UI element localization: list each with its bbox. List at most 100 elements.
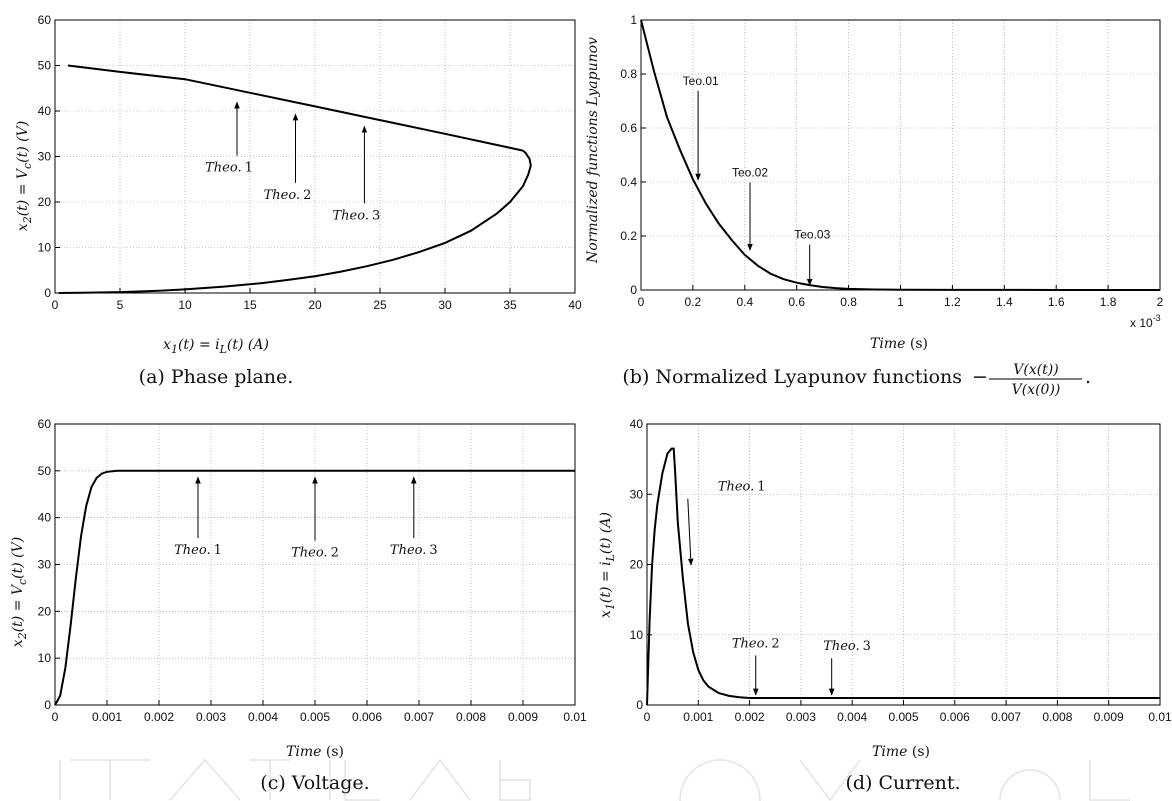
annotation-label: Teo.01 (683, 74, 719, 88)
x-tick-label: 0.008 (1042, 710, 1072, 724)
y-tick-label: 0 (636, 698, 643, 712)
x-tick-label: 0.006 (352, 710, 382, 724)
caption-denominator: V(x(0)) (1012, 382, 1061, 398)
y-tick-label: 0 (630, 283, 637, 297)
x-tick-label: 0.6 (788, 295, 805, 309)
y-tick-label: 50 (38, 59, 52, 73)
x-tick-label: 0.008 (456, 710, 486, 724)
annotation-label: Theo. 2 (264, 188, 312, 203)
series-line-0 (58, 149, 532, 294)
x-tick-label: 0.01 (563, 710, 587, 724)
annotation-label: Theo. 2 (291, 545, 339, 560)
y-tick-label: 30 (630, 487, 644, 501)
y-tick-label: 40 (38, 511, 52, 525)
x-tick-label: 0 (638, 295, 645, 309)
x-tick-label: 0 (644, 710, 651, 724)
y-tick-label: 10 (630, 628, 644, 642)
x-tick-label: 0.8 (840, 295, 857, 309)
y-tick-label: 60 (38, 13, 52, 27)
x-tick-label: 1 (897, 295, 904, 309)
x-tick-label: 0.003 (786, 710, 816, 724)
x-tick-label: 0.006 (940, 710, 970, 724)
y-tick-label: 10 (38, 651, 52, 665)
y-tick-label: 0.8 (620, 67, 637, 81)
x-tick-label: 0.009 (1094, 710, 1124, 724)
x-tick-label: 0.001 (683, 710, 713, 724)
x-tick-label: 0.004 (248, 710, 278, 724)
y-axis-label: Normalized functions Lyapunov (585, 37, 601, 264)
x-tick-label: 0.007 (991, 710, 1021, 724)
y-tick-label: 30 (38, 558, 52, 572)
y-tick-label: 10 (38, 241, 52, 255)
x-tick-label: 0.2 (685, 295, 702, 309)
annotation-1: Theo. 1 (687, 480, 766, 566)
x-tick-label: 10 (178, 298, 192, 312)
annotation-3: Theo. 3 (823, 639, 871, 696)
annotation-arrow (687, 498, 694, 566)
y-tick-label: 0.2 (620, 229, 637, 243)
voltage-panel: Theo. 1 Theo. 2 Theo. 3 0 0.001 0.002 0.003 0.004… (10, 417, 587, 794)
y-tick-label: 0.6 (620, 121, 637, 135)
annotation-label: Theo. 3 (333, 208, 381, 223)
annotation-label: Theo. 1 (174, 543, 222, 558)
x-tick-label: 0.01 (1148, 710, 1172, 724)
caption-sign: − (972, 366, 988, 388)
caption-end: . (1085, 366, 1091, 388)
x-tick-label: 15 (243, 298, 257, 312)
series-line-0 (54, 469, 575, 706)
x-axis-label: Time (s) (870, 336, 928, 352)
x-axis-label: Time (s) (286, 744, 344, 760)
annotation-2: Theo. 2 (264, 113, 312, 203)
y-tick-label: 30 (38, 150, 52, 164)
y-tick-label: 40 (630, 417, 644, 431)
y-axis-label: x2(t) = Vc(t) (V) (15, 121, 34, 231)
caption-numerator: V(x(t)) (1013, 362, 1058, 378)
x-tick-label: 0.009 (508, 710, 538, 724)
y-tick-label: 0.4 (620, 175, 637, 189)
caption: (a) Phase plane. (139, 366, 294, 388)
x-tick-label: 30 (438, 298, 452, 312)
exponent-label: x 10-3 (1130, 313, 1161, 330)
x-tick-label: 0.005 (888, 710, 918, 724)
y-tick-label: 40 (38, 104, 52, 118)
x-tick-label: 0 (52, 710, 59, 724)
x-tick-label: 0 (52, 298, 59, 312)
y-tick-label: 20 (38, 195, 52, 209)
x-tick-label: 1.6 (1048, 295, 1065, 309)
caption: (c) Voltage. (260, 772, 369, 794)
annotation-label: Theo. 1 (718, 480, 766, 495)
annotation-3: Theo. 3 (333, 125, 381, 223)
y-tick-label: 50 (38, 464, 52, 478)
y-tick-label: 60 (38, 417, 52, 431)
x-tick-label: 0.004 (837, 710, 867, 724)
x-tick-label: 0.4 (736, 295, 753, 309)
series-line-1 (67, 64, 524, 152)
x-tick-label: 0.005 (300, 710, 330, 724)
annotation-3: Theo. 3 (390, 476, 438, 558)
annotation-label: Theo. 3 (390, 543, 438, 558)
x-tick-label: 0.001 (92, 710, 122, 724)
x-tick-label: 25 (373, 298, 387, 312)
x-tick-label: 0.003 (196, 710, 226, 724)
annotation-label: Theo. 3 (823, 639, 871, 654)
annotation-label: Theo. 2 (732, 636, 780, 651)
x-tick-label: 0.002 (735, 710, 765, 724)
annotation-1: Theo. 1 (205, 101, 253, 176)
x-tick-label: 5 (117, 298, 124, 312)
x-axis-label: x1(t) = iL(t) (A) (163, 337, 269, 356)
phase-plane-panel: Theo. 1 Theo. 2 Theo. 3 0 5 10 15 20 25 30 35 40 0 10 20… (15, 13, 582, 388)
x-tick-label: 0.007 (404, 710, 434, 724)
annotation-1: Teo.01 (683, 74, 719, 181)
annotation-2: Theo. 2 (732, 636, 780, 696)
series-line-0 (646, 447, 1160, 706)
x-tick-label: 35 (503, 298, 517, 312)
current-panel: Theo. 1 Theo. 2 Theo. 3 0 0.001 0.002 0.003 0.004… (598, 417, 1172, 794)
annotation-3: Teo.03 (794, 228, 831, 286)
annotation-2: Theo. 2 (291, 476, 339, 560)
y-axis-label: x1(t) = iL(t) (A) (598, 512, 617, 618)
y-tick-label: 1 (630, 13, 637, 27)
caption-text: (b) Normalized Lyapunov functions (622, 366, 962, 388)
watermark (59, 758, 1130, 801)
